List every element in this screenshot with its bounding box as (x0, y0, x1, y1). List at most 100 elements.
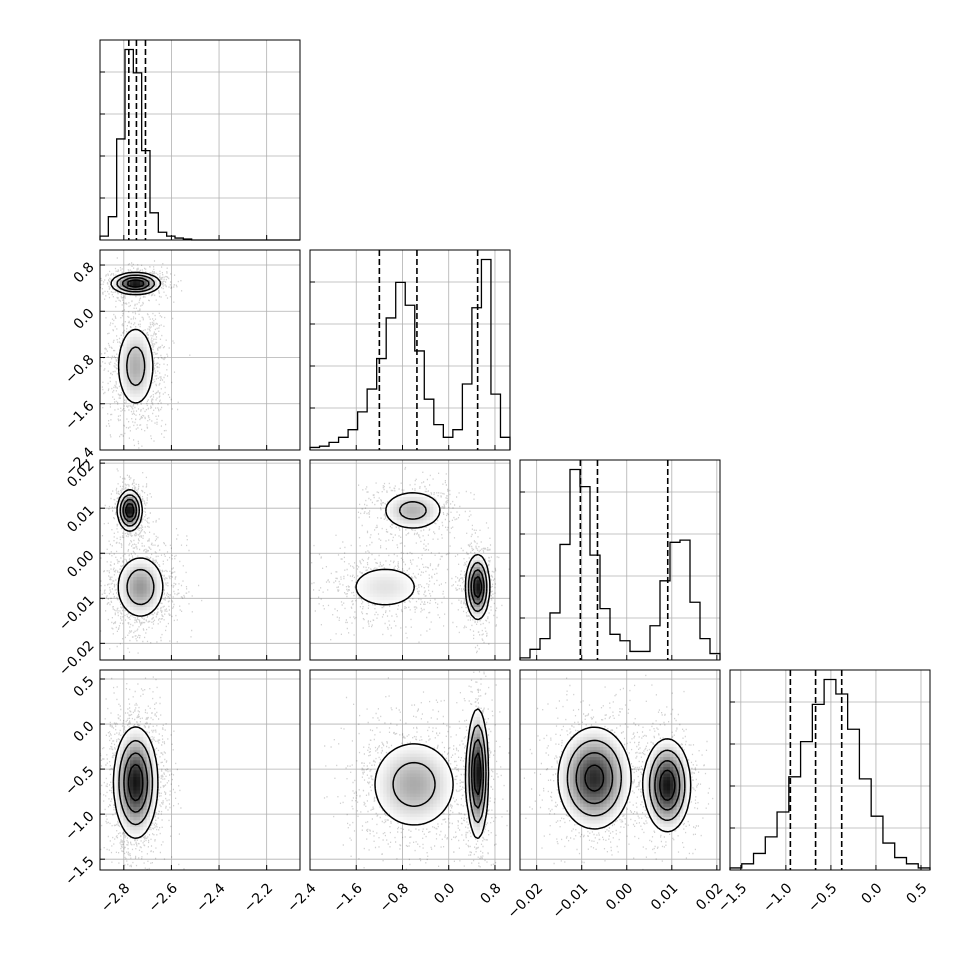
density-cell (430, 750, 434, 754)
density-cell (123, 496, 127, 501)
density-cell (390, 586, 394, 591)
density-cell (133, 730, 137, 734)
density-cell (676, 770, 681, 774)
density-cell (130, 370, 134, 374)
density-cell (386, 810, 391, 814)
density-cell (406, 806, 411, 811)
density-cell (373, 570, 377, 574)
density-cell (586, 773, 591, 777)
density-cell (396, 496, 401, 501)
density-cell (603, 733, 607, 737)
density-cell (123, 493, 127, 497)
density-cell (660, 826, 664, 831)
density-cell (123, 590, 127, 594)
density-cell (396, 800, 401, 804)
density-cell (473, 773, 477, 777)
density-cell (603, 743, 607, 747)
density-cell (646, 803, 651, 807)
density-cell (666, 796, 671, 801)
density-cell (573, 740, 577, 744)
density-cell (380, 576, 384, 581)
density-cell (666, 816, 671, 821)
density-cell (410, 506, 414, 511)
density-cell (666, 770, 671, 774)
density-cell (593, 823, 597, 827)
density-cell (146, 383, 151, 387)
density-cell (386, 783, 391, 787)
density-cell (623, 753, 627, 757)
density-cell (360, 580, 364, 584)
density-cell (623, 783, 627, 787)
density-cell (390, 503, 394, 507)
density-cell (583, 790, 587, 794)
density-cell (583, 816, 587, 821)
density-cell (600, 743, 604, 747)
density-cell (423, 750, 427, 754)
density-cell (466, 573, 471, 577)
density-cell (380, 766, 384, 771)
density-cell (373, 586, 377, 591)
density-cell (423, 520, 427, 524)
density-cell (390, 510, 394, 514)
density-cell (400, 806, 404, 811)
density-cell (473, 806, 477, 811)
density-cell (140, 393, 144, 397)
density-cell (413, 496, 417, 501)
density-cell (146, 356, 151, 361)
density-cell (123, 510, 127, 514)
density-cell (613, 736, 617, 741)
density-cell (133, 736, 137, 741)
density-cell (470, 560, 474, 564)
density-cell (583, 750, 587, 754)
density-cell (590, 806, 594, 811)
density-cell (396, 793, 401, 797)
density-cell (596, 786, 601, 791)
density-cell (480, 783, 484, 787)
density-cell (383, 783, 387, 787)
density-cell (660, 763, 664, 767)
density-cell (133, 366, 137, 371)
density-cell (650, 773, 654, 777)
density-cell (413, 803, 417, 807)
density-cell (123, 290, 127, 294)
density-cell (393, 753, 397, 757)
density-cell (146, 750, 151, 754)
density-cell (116, 793, 121, 797)
density-cell (403, 503, 407, 507)
density-cell (440, 766, 444, 771)
density-cell (476, 803, 481, 807)
density-cell (686, 770, 691, 774)
density-cell (143, 336, 147, 341)
y-tick-label: 0.0 (71, 306, 98, 333)
density-cell (126, 800, 131, 804)
density-cell (126, 526, 131, 531)
density-cell (403, 520, 407, 524)
density-cell (416, 806, 421, 811)
density-cell (126, 766, 131, 771)
density-cell (150, 573, 154, 577)
density-cell (476, 560, 481, 564)
density-cell (116, 790, 121, 794)
density-cell (130, 360, 134, 364)
density-cell (436, 773, 441, 777)
density-cell (406, 593, 411, 597)
density-cell (480, 780, 484, 784)
density-cell (676, 763, 681, 767)
x-tick-label: 0.00 (603, 880, 636, 913)
density-cell (116, 800, 121, 804)
density-cell (673, 773, 677, 777)
density-cell (403, 576, 407, 581)
density-cell (130, 516, 134, 521)
density-cell (146, 583, 151, 587)
density-cell (663, 753, 667, 757)
density-cell (436, 793, 441, 797)
density-cell (140, 750, 144, 754)
density-cell (133, 750, 137, 754)
density-cell (590, 820, 594, 824)
density-cell (400, 573, 404, 577)
density-cell (130, 520, 134, 524)
density-cell (680, 786, 684, 791)
density-cell (123, 586, 127, 591)
density-cell (133, 776, 137, 781)
density-cell (593, 733, 597, 737)
